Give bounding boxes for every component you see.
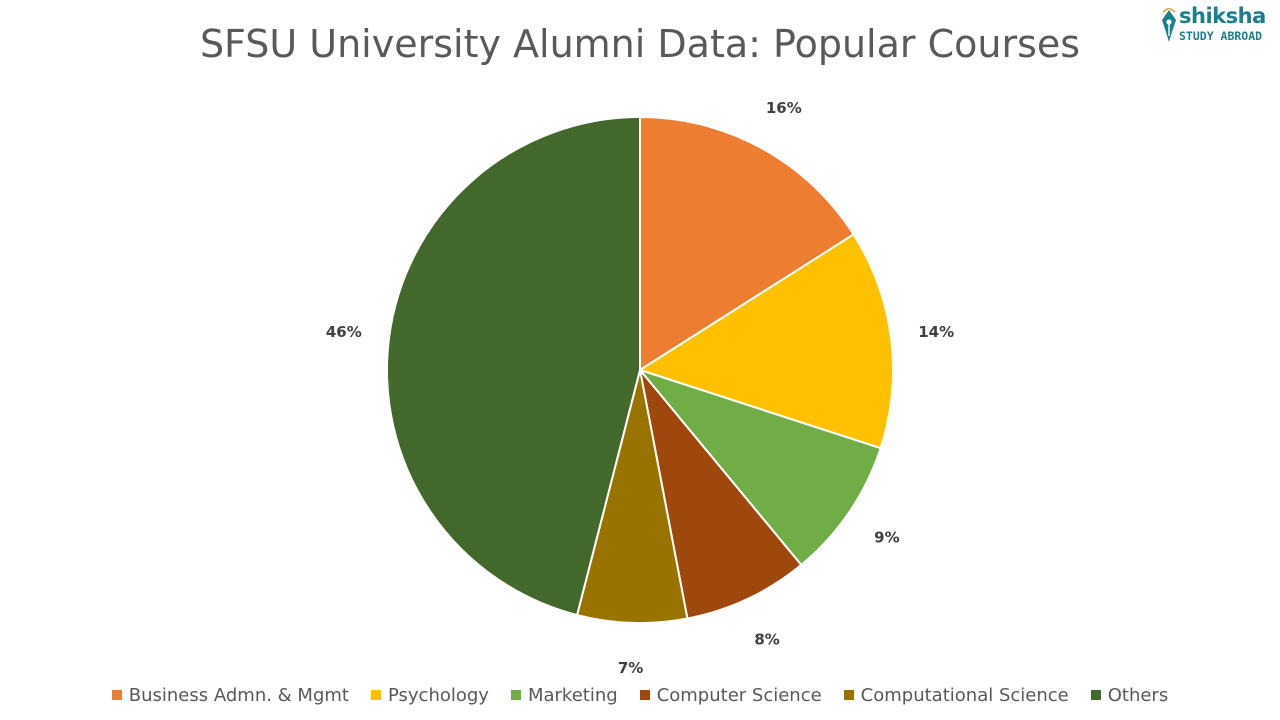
pie-slice-others bbox=[386, 115, 641, 617]
data-label: 16% bbox=[766, 99, 802, 117]
legend-item: Computational Science bbox=[843, 684, 1069, 706]
legend-label: Computer Science bbox=[656, 684, 822, 706]
pie-slice-business-admn-mgmt bbox=[639, 115, 855, 372]
legend-swatch bbox=[510, 690, 521, 700]
pie-slice-psychology bbox=[637, 233, 894, 450]
legend-item: Psychology bbox=[370, 684, 489, 706]
legend: Business Admn. & Mgmt Psychology Marketing… bbox=[0, 682, 1280, 708]
legend-swatch bbox=[639, 690, 650, 700]
legend-item: Marketing bbox=[510, 684, 618, 706]
legend-label: Others bbox=[1107, 684, 1169, 706]
pie-slices bbox=[386, 115, 894, 624]
legend-label: Business Admn. & Mgmt bbox=[128, 684, 349, 706]
data-label: 8% bbox=[754, 631, 779, 649]
legend-label: Psychology bbox=[387, 684, 489, 706]
legend-label: Computational Science bbox=[860, 684, 1069, 706]
legend-swatch bbox=[1090, 690, 1101, 700]
logo-name: shiksha bbox=[1179, 4, 1266, 28]
legend-label: Marketing bbox=[527, 684, 618, 706]
legend-item: Others bbox=[1090, 684, 1169, 706]
pen-nib-icon bbox=[1162, 8, 1176, 42]
pie-slice-computer-science bbox=[639, 369, 803, 620]
legend-item: Computer Science bbox=[639, 684, 822, 706]
legend-item: Business Admn. & Mgmt bbox=[111, 684, 349, 706]
data-label: 46% bbox=[326, 323, 362, 341]
shiksha-logo: shiksha STUDY ABROAD bbox=[1157, 4, 1269, 46]
legend-swatch bbox=[370, 690, 381, 700]
pie-data-labels: 16% 14% 9% 8% 7% 46% bbox=[326, 99, 954, 677]
data-label: 9% bbox=[874, 528, 899, 546]
chart-title: SFSU University Alumni Data: Popular Cou… bbox=[199, 22, 1081, 66]
data-label: 7% bbox=[618, 659, 643, 677]
legend-swatch bbox=[843, 690, 854, 700]
pie-slice-computational-science bbox=[575, 369, 689, 624]
pie-slice-marketing bbox=[637, 367, 882, 567]
logo-tagline: STUDY ABROAD bbox=[1179, 29, 1263, 43]
data-label: 14% bbox=[918, 323, 954, 341]
legend-swatch bbox=[111, 690, 122, 700]
